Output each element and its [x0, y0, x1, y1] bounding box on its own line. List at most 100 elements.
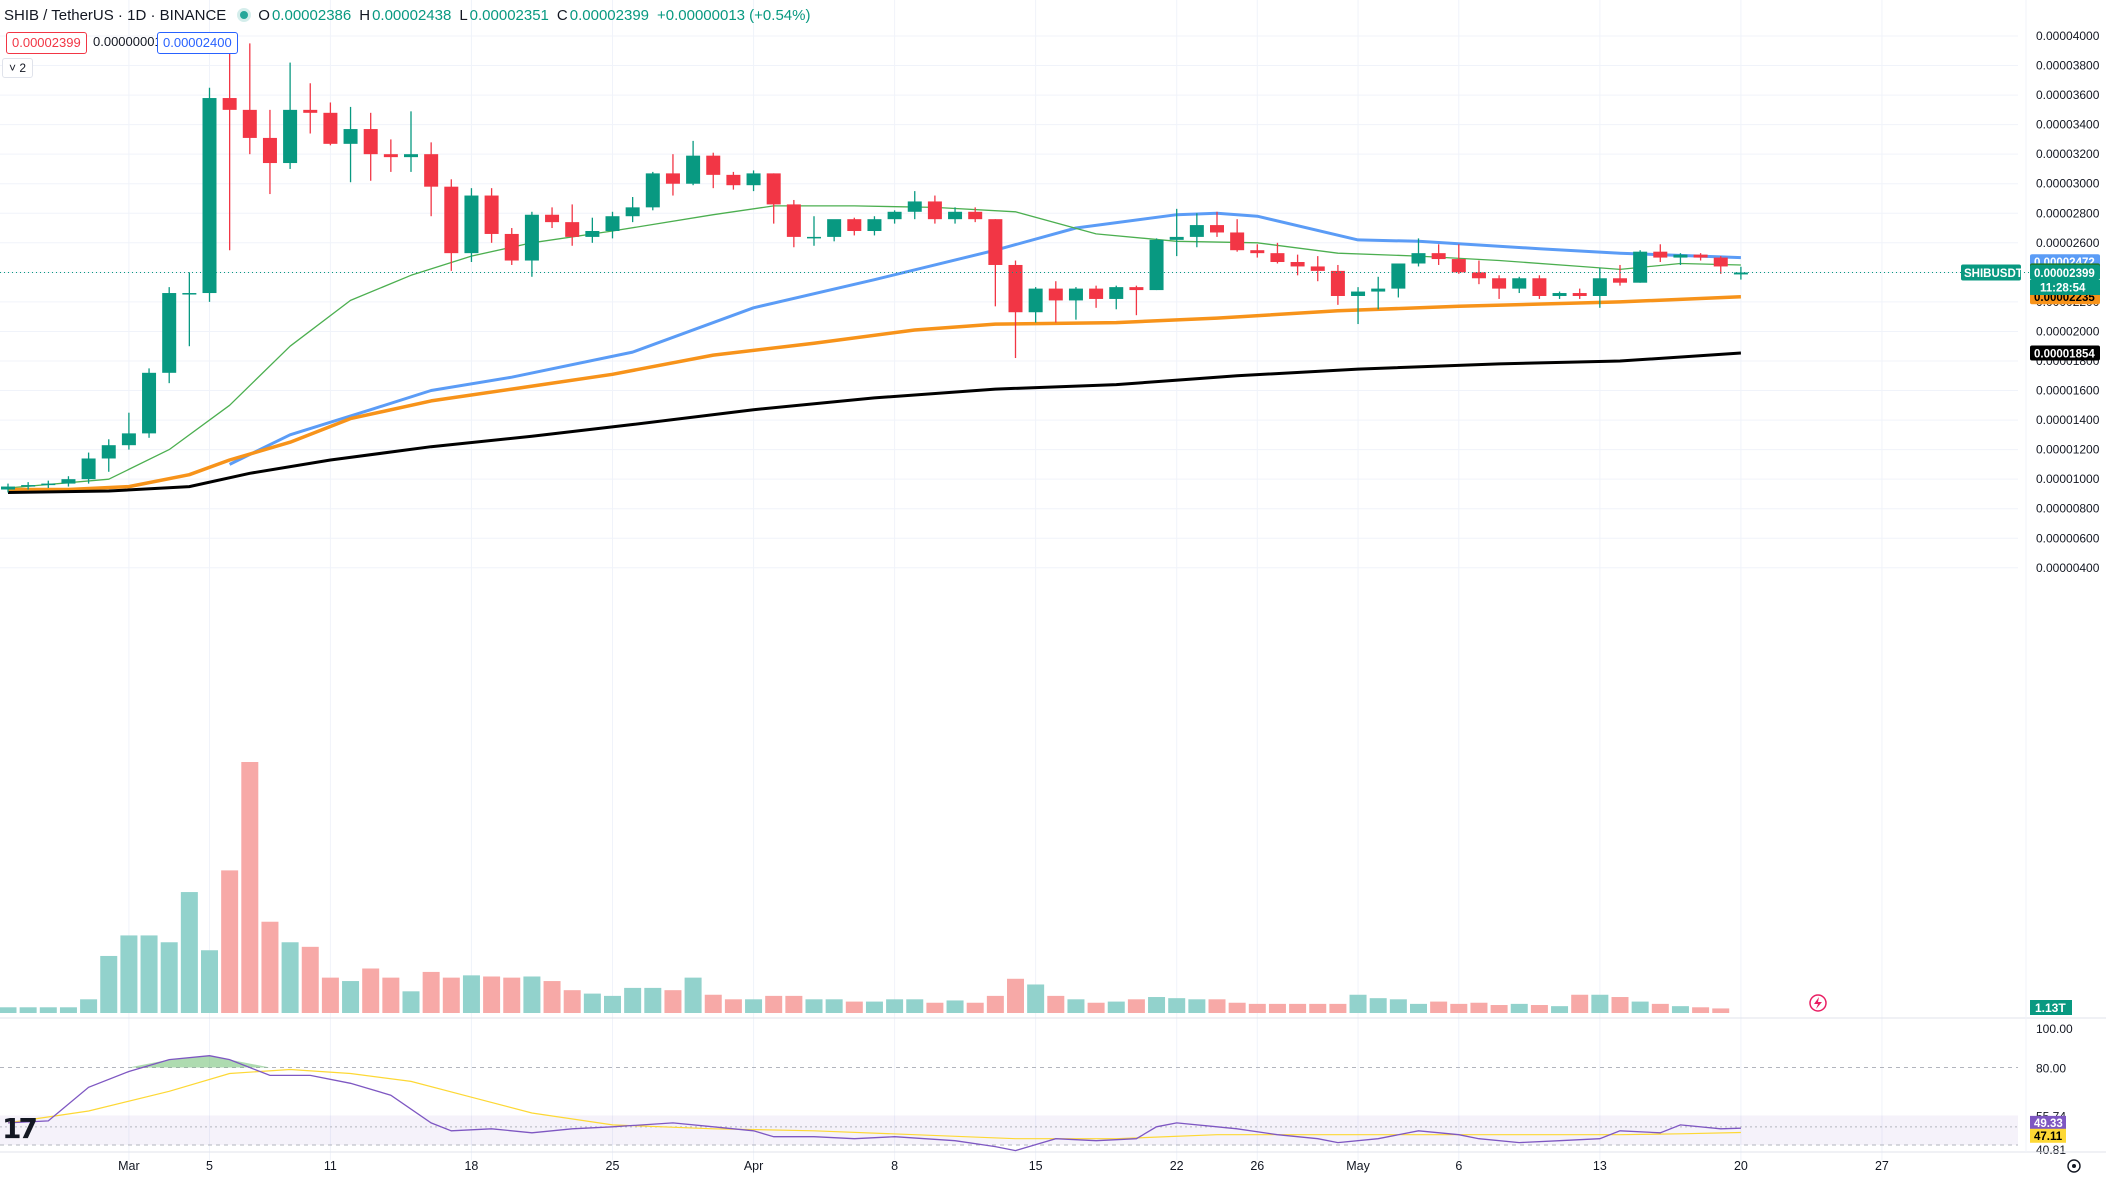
time-tick-label: 27: [1875, 1159, 1889, 1173]
volume-bar: [1107, 1001, 1125, 1013]
candle-body: [1230, 232, 1245, 251]
volume-bar: [140, 935, 158, 1013]
volume-bar: [261, 921, 279, 1013]
price-tick-label: 0.00002600: [2036, 236, 2100, 250]
candle-body: [1210, 225, 1224, 233]
symbol-tag-bg: [1961, 264, 2021, 281]
volume-bar: [301, 946, 319, 1013]
countdown-label: 11:28:54: [2040, 283, 2086, 295]
volume-bar: [120, 935, 138, 1013]
time-tick-label: 11: [324, 1159, 337, 1173]
sell-button[interactable]: 0.00002399: [6, 32, 87, 54]
symbol-title[interactable]: SHIB / TetherUS · 1D · BINANCE: [4, 6, 227, 24]
candle-body: [786, 204, 801, 237]
volume-bar: [1168, 998, 1186, 1013]
candle-body: [1129, 287, 1144, 291]
volume-bar: [0, 1007, 17, 1013]
candle-body: [1330, 270, 1345, 296]
volume-bar: [1349, 994, 1367, 1013]
volume-bar: [1712, 1008, 1730, 1013]
candle-body: [968, 211, 983, 220]
candle-body: [524, 214, 539, 261]
candle-body: [1532, 278, 1547, 296]
volume-bar: [1389, 999, 1407, 1013]
candle-body: [1149, 239, 1164, 291]
candle-body: [605, 216, 620, 231]
candle-body: [1008, 264, 1023, 313]
volume-bar: [1087, 1002, 1105, 1013]
time-tick-label: 8: [891, 1159, 898, 1173]
rsi-tick-label: 40.81: [2036, 1143, 2066, 1157]
candle-body: [21, 485, 36, 487]
grid: [0, 0, 2018, 1160]
candle-body: [1633, 251, 1648, 283]
volume-bar: [342, 981, 360, 1013]
volume-bar: [1369, 998, 1387, 1013]
candle-body: [1431, 253, 1446, 260]
indicators-collapse-button[interactable]: ˅ 2: [2, 58, 34, 78]
price-tick-label: 0.00003000: [2036, 177, 2100, 191]
volume-bar: [1551, 1006, 1569, 1013]
volume-bar: [624, 987, 642, 1013]
candle-body: [847, 219, 862, 231]
volume-bar: [986, 995, 1004, 1013]
volume-bar: [563, 990, 581, 1013]
price-tick-label: 0.00001600: [2036, 384, 2100, 398]
volume-bar: [724, 999, 742, 1013]
volume-bar: [825, 999, 843, 1013]
price-tick-label: 0.00003400: [2036, 118, 2100, 132]
volume-bar: [1571, 994, 1589, 1013]
time-tick-label: 25: [606, 1159, 620, 1173]
volume-label-bg: [2030, 1000, 2072, 1015]
candle-body: [484, 195, 499, 234]
candle-body: [948, 211, 963, 220]
candle-body: [927, 201, 942, 220]
volume-bar: [644, 987, 662, 1013]
candle-body: [706, 155, 721, 175]
time-tick-label: 13: [1593, 1159, 1607, 1173]
price-tick-label: 0.00001400: [2036, 413, 2100, 427]
volume-bar: [805, 999, 823, 1013]
volume-bar: [1430, 1001, 1448, 1013]
volume-bar: [1329, 1003, 1347, 1013]
price-tick-label: 0.00000800: [2036, 502, 2100, 516]
price-tick-label: 0.00003800: [2036, 59, 2100, 73]
buy-button[interactable]: 0.00002400: [157, 32, 238, 54]
candle-body: [1391, 263, 1406, 289]
time-tick-label: 20: [1734, 1159, 1748, 1173]
price-tick-label: 0.00001000: [2036, 472, 2100, 486]
symbol-tag: SHIBUSDT: [1964, 268, 2023, 280]
time-tick-label: Apr: [744, 1159, 763, 1173]
moving-average-line: [228, 211, 1741, 466]
volume-bar: [1248, 1003, 1266, 1013]
candle-body: [1713, 257, 1728, 267]
volume-bar: [664, 990, 682, 1013]
candle-body: [1109, 287, 1124, 299]
volume-bar: [100, 955, 118, 1013]
price-label-bg: [2030, 345, 2100, 361]
volume-bar: [382, 977, 400, 1013]
candle-body: [545, 214, 560, 223]
volume-bar: [745, 999, 763, 1013]
candle-body: [383, 154, 398, 158]
candle-body: [182, 293, 197, 295]
tradingview-logo-icon[interactable]: 17: [2, 1112, 38, 1145]
candle-body: [807, 236, 821, 239]
rsi-tick-label: 100.00: [2036, 1022, 2073, 1036]
candle-body: [81, 458, 96, 480]
rsi-line: [7, 1055, 1741, 1152]
price-tick-label: 0.00000600: [2036, 531, 2100, 545]
candle-body: [1592, 278, 1607, 296]
candle-body: [61, 479, 76, 484]
price-tick-label: 0.00003200: [2036, 147, 2100, 161]
countdown-bg: [2030, 280, 2100, 296]
candle-body: [202, 98, 217, 294]
candle-body: [1189, 225, 1204, 237]
lightning-icon-circle: [1809, 994, 1827, 1012]
candle-body: [142, 372, 157, 434]
time-tick-label: Mar: [118, 1159, 140, 1173]
candle-body: [827, 219, 842, 237]
candle-body: [41, 483, 56, 486]
candle-body: [1089, 288, 1104, 299]
